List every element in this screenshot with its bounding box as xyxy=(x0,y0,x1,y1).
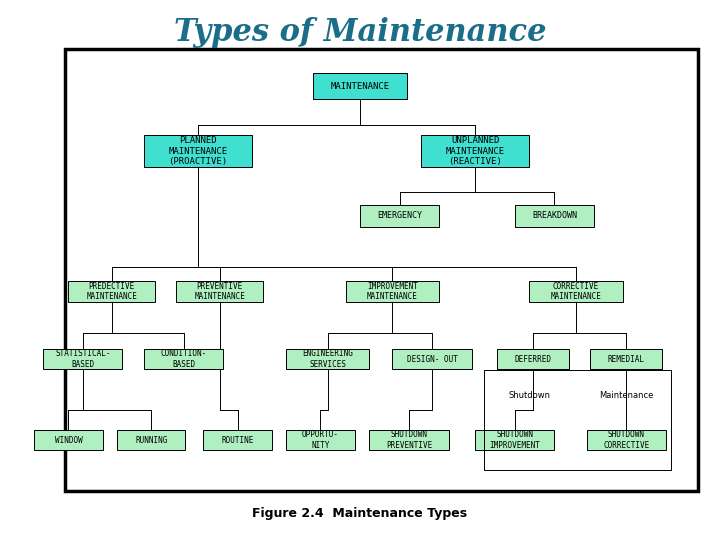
Text: ROUTINE: ROUTINE xyxy=(222,436,253,444)
FancyBboxPatch shape xyxy=(590,349,662,369)
Text: EMERGENCY: EMERGENCY xyxy=(377,212,422,220)
FancyBboxPatch shape xyxy=(43,349,122,369)
FancyBboxPatch shape xyxy=(65,49,698,491)
Text: Shutdown: Shutdown xyxy=(508,391,550,400)
Text: Maintenance: Maintenance xyxy=(599,391,654,400)
Text: MAINTENANCE: MAINTENANCE xyxy=(330,82,390,91)
FancyBboxPatch shape xyxy=(117,430,185,450)
FancyBboxPatch shape xyxy=(204,430,272,450)
FancyBboxPatch shape xyxy=(144,349,223,369)
FancyBboxPatch shape xyxy=(35,430,103,450)
Text: IMPROVEMENT
MAINTENANCE: IMPROVEMENT MAINTENANCE xyxy=(367,282,418,301)
Text: Types of Maintenance: Types of Maintenance xyxy=(174,17,546,48)
FancyBboxPatch shape xyxy=(360,205,439,227)
FancyBboxPatch shape xyxy=(369,430,449,450)
Text: PLANNED
MAINTENANCE
(PROACTIVE): PLANNED MAINTENANCE (PROACTIVE) xyxy=(168,136,228,166)
FancyBboxPatch shape xyxy=(68,281,155,302)
FancyBboxPatch shape xyxy=(287,349,369,369)
Text: DESIGN- OUT: DESIGN- OUT xyxy=(407,355,457,363)
Text: UNPLANNED
MAINTENANCE
(REACTIVE): UNPLANNED MAINTENANCE (REACTIVE) xyxy=(446,136,505,166)
FancyBboxPatch shape xyxy=(587,430,666,450)
FancyBboxPatch shape xyxy=(176,281,263,302)
FancyBboxPatch shape xyxy=(497,349,569,369)
Text: STATISTICAL-
BASED: STATISTICAL- BASED xyxy=(55,349,111,369)
Text: REMEDIAL: REMEDIAL xyxy=(608,355,645,363)
FancyBboxPatch shape xyxy=(313,73,407,99)
Text: OPPORTU-
NITY: OPPORTU- NITY xyxy=(302,430,339,450)
FancyBboxPatch shape xyxy=(529,281,623,302)
FancyBboxPatch shape xyxy=(287,430,355,450)
FancyBboxPatch shape xyxy=(475,430,554,450)
FancyBboxPatch shape xyxy=(144,135,252,167)
FancyBboxPatch shape xyxy=(421,135,529,167)
Text: PREDECTIVE
MAINTENANCE: PREDECTIVE MAINTENANCE xyxy=(86,282,137,301)
Text: WINDOW: WINDOW xyxy=(55,436,82,444)
Text: SHUTDOWN
IMPROVEMENT: SHUTDOWN IMPROVEMENT xyxy=(490,430,540,450)
Text: CONDITION-
BASED: CONDITION- BASED xyxy=(161,349,207,369)
Text: SHUTDOWN
PREVENTIVE: SHUTDOWN PREVENTIVE xyxy=(386,430,432,450)
Text: ENGINEERING
SERVICES: ENGINEERING SERVICES xyxy=(302,349,353,369)
Text: BREAKDOWN: BREAKDOWN xyxy=(532,212,577,220)
Text: PREVENTIVE
MAINTENANCE: PREVENTIVE MAINTENANCE xyxy=(194,282,245,301)
Text: CORRECTIVE
MAINTENANCE: CORRECTIVE MAINTENANCE xyxy=(551,282,601,301)
FancyBboxPatch shape xyxy=(515,205,594,227)
FancyBboxPatch shape xyxy=(346,281,439,302)
Text: SHUTDOWN
CORRECTIVE: SHUTDOWN CORRECTIVE xyxy=(603,430,649,450)
FancyBboxPatch shape xyxy=(392,349,472,369)
Text: RUNNING: RUNNING xyxy=(135,436,167,444)
Text: Figure 2.4  Maintenance Types: Figure 2.4 Maintenance Types xyxy=(253,507,467,519)
Text: DEFERRED: DEFERRED xyxy=(514,355,552,363)
